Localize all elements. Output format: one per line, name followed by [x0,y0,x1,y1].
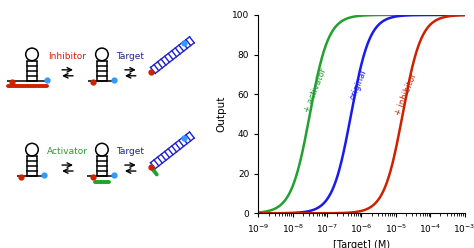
Y-axis label: Output: Output [217,96,227,132]
X-axis label: [Target] (M): [Target] (M) [333,240,390,248]
Text: Inhibitor: Inhibitor [48,52,87,61]
Text: Activator: Activator [47,147,88,156]
Text: + activator: + activator [302,67,328,114]
Text: + inhibitor: + inhibitor [393,72,419,117]
Text: Target: Target [116,52,145,61]
Text: original: original [348,68,368,101]
Text: Target: Target [116,147,145,156]
